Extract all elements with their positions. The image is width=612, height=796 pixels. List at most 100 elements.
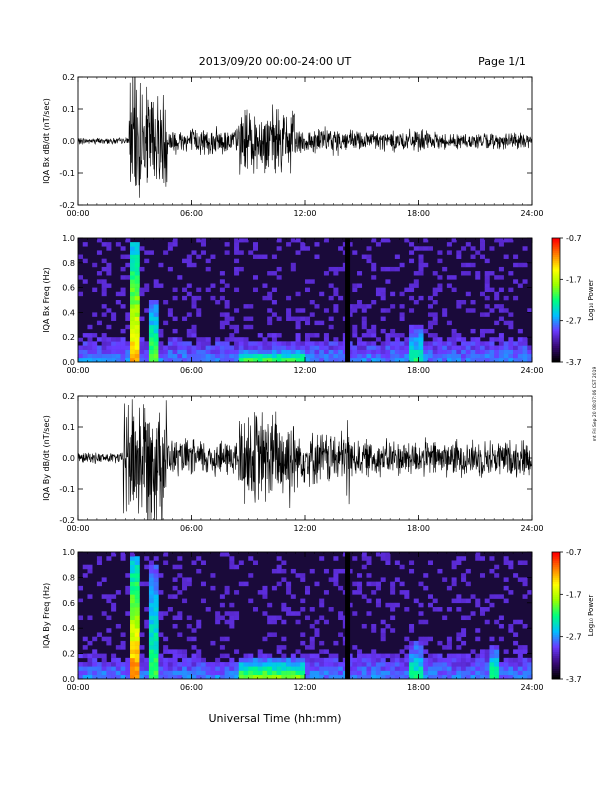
spectrogram-cell	[498, 333, 504, 338]
spectrogram-cell	[319, 666, 325, 671]
spectrogram-cell	[442, 345, 448, 350]
spectrogram-cell	[451, 328, 457, 334]
spectrogram-cell	[229, 657, 235, 663]
spectrogram-cell	[111, 594, 117, 599]
spectrogram-cell	[522, 657, 528, 663]
spectrogram-cell	[167, 337, 173, 342]
spectrogram-cell	[125, 666, 131, 671]
spectrogram-cell	[281, 560, 287, 565]
spectrogram-cell	[248, 316, 254, 321]
spectrogram-cell	[130, 611, 136, 616]
spectrogram-cell	[418, 246, 424, 251]
spectrogram-cell	[413, 333, 419, 338]
spectrogram-cell	[92, 657, 98, 663]
spectrogram-cell	[78, 615, 84, 621]
spectrogram-cell	[338, 353, 344, 359]
spectrogram-cell	[465, 662, 471, 667]
spectrogram-cell	[451, 238, 457, 243]
spectrogram-cell	[101, 670, 107, 676]
spectrogram-cell	[271, 674, 277, 679]
y-tick-label: 0.0	[62, 358, 75, 367]
spectrogram-cell	[404, 607, 410, 612]
spectrogram-cell	[371, 662, 377, 667]
spectrogram-cell	[92, 349, 98, 355]
spectrogram-cell	[484, 674, 490, 679]
spectrogram-cell	[144, 556, 150, 561]
spectrogram-cell	[106, 337, 112, 342]
spectrogram-cell	[267, 271, 273, 276]
spectrogram-cell	[427, 666, 433, 671]
spectrogram-cell	[300, 640, 306, 646]
spectrogram-cell	[479, 246, 486, 251]
spectrogram-cell	[153, 357, 159, 362]
spectrogram-cell	[432, 357, 438, 362]
spectrogram-cell	[432, 353, 438, 359]
spectrogram-cell	[517, 283, 523, 288]
spectrogram-cell	[182, 649, 188, 654]
spectrogram-cell	[290, 349, 296, 355]
spectrogram-cell	[219, 320, 225, 326]
spectrogram-cell	[413, 345, 419, 350]
spectrogram-cell	[423, 619, 429, 625]
spectrogram-cell	[130, 324, 136, 330]
spectrogram-cell	[252, 674, 259, 679]
spectrogram-cell	[418, 328, 424, 334]
spectrogram-cell	[366, 653, 372, 659]
spectrogram-cell	[347, 349, 353, 355]
spectrogram-cell	[167, 345, 173, 350]
spectrogram-cell	[186, 312, 192, 317]
spectrogram-cell	[390, 590, 396, 595]
spectrogram-cell	[333, 287, 339, 293]
spectrogram-cell	[219, 324, 225, 330]
spectrogram-cell	[366, 581, 372, 587]
colorbar-frame	[551, 551, 561, 680]
spectrogram-cell	[243, 304, 249, 309]
spectrogram-cell	[309, 568, 315, 574]
spectrogram-cell	[295, 320, 301, 326]
spectrogram-cell	[498, 594, 504, 599]
spectrogram-cell	[352, 324, 358, 330]
spectrogram-cell	[271, 341, 277, 346]
colorbar-segment	[552, 293, 560, 297]
colorbar-segment	[552, 300, 560, 303]
spectrogram-cell	[461, 337, 467, 342]
spectrogram-cell	[347, 653, 353, 659]
spectrogram-cell	[513, 357, 519, 362]
spectrogram-cell	[134, 300, 140, 305]
spectrogram-cell	[328, 653, 334, 659]
spectrogram-cell	[196, 308, 202, 313]
spectrogram-cell	[380, 328, 386, 334]
spectrogram-cell	[413, 328, 419, 334]
spectrogram-cell	[465, 349, 471, 355]
spectrogram-cell	[394, 560, 400, 565]
spectrogram-cell	[295, 357, 301, 362]
spectrogram-cell	[148, 628, 154, 633]
colorbar-segment	[552, 554, 560, 557]
spectrogram-cell	[357, 271, 363, 276]
spectrogram-cell	[248, 345, 254, 350]
spectrogram-cell	[517, 662, 523, 667]
spectrogram-cell	[366, 304, 372, 309]
spectrogram-cell	[262, 341, 268, 346]
spectrogram-cell	[153, 320, 159, 326]
spectrogram-cell	[238, 266, 244, 272]
spectrogram-cell	[248, 674, 254, 679]
spectrogram-cell	[177, 345, 183, 350]
spectrogram-cell	[352, 349, 358, 355]
spectrogram-cell	[134, 341, 140, 346]
spectrogram-cell	[134, 357, 140, 362]
spectrogram-cell	[503, 308, 509, 313]
spectrogram-cell	[394, 657, 400, 663]
spectrogram-cell	[451, 581, 457, 587]
spectrogram-cell	[300, 308, 306, 313]
spectrogram-cell	[305, 353, 311, 359]
spectrogram-cell	[385, 556, 391, 561]
spectrogram-cell	[271, 568, 277, 574]
spectrogram-cell	[465, 341, 471, 346]
spectrogram-cell	[148, 657, 154, 663]
spectrogram-cell	[361, 333, 367, 338]
colorbar-tick-label: -1.7	[566, 275, 582, 284]
spectrogram-cell	[125, 662, 131, 667]
spectrogram-cell	[186, 283, 192, 288]
spectrogram-cell	[380, 653, 386, 659]
